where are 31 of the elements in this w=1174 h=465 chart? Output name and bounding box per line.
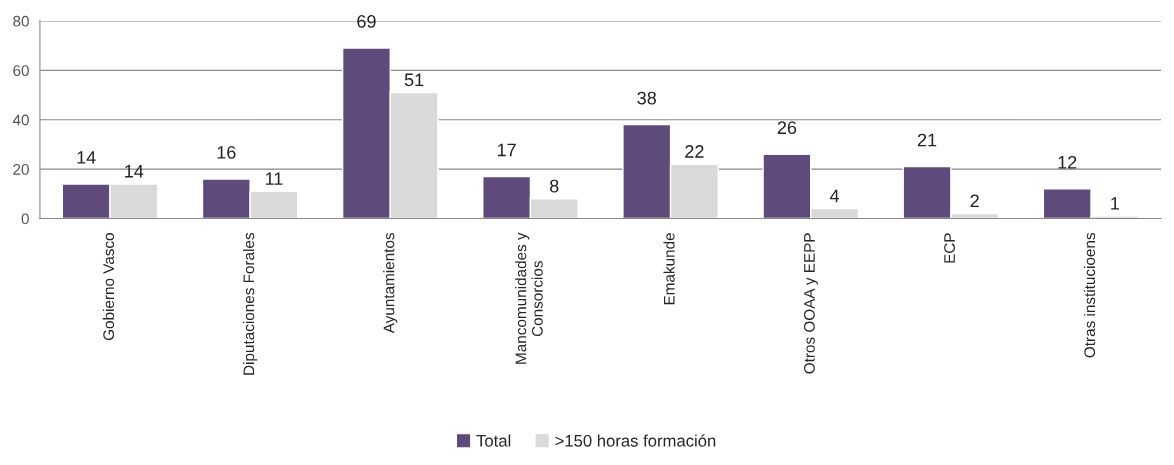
x-tick-label: Otros OOAA y EEPP <box>804 233 818 374</box>
legend-label: Total <box>476 434 511 447</box>
data-label: 4 <box>829 189 840 203</box>
data-label: 38 <box>637 91 657 105</box>
data-label: 8 <box>550 179 559 193</box>
y-tick-label: 80 <box>13 15 29 27</box>
y-tick-label: 0 <box>21 213 29 225</box>
legend-label: >150 horas formación <box>555 434 716 447</box>
data-label: 21 <box>917 133 937 147</box>
x-tick-label: Otras institucioens <box>1083 232 1096 358</box>
data-label: 11 <box>265 172 283 185</box>
data-label: 26 <box>777 121 797 135</box>
x-tick-label: Emakunde <box>663 233 675 305</box>
y-tick-label: 20 <box>13 164 29 175</box>
data-label: 17 <box>497 143 516 157</box>
x-tick-label: Diputaciones Forales <box>243 232 258 375</box>
data-label: 12 <box>1058 155 1077 169</box>
y-tick-label: 40 <box>12 114 29 126</box>
x-tick-label: Gobierno Vasco <box>102 233 115 341</box>
data-label: 51 <box>404 73 424 87</box>
data-label: 2 <box>970 194 979 208</box>
x-tick-label: Mancomunidades y Consorcios <box>515 232 543 364</box>
data-label: 16 <box>217 146 236 159</box>
data-label: 14 <box>125 165 144 178</box>
data-label: 1 <box>1111 197 1119 210</box>
data-label: 22 <box>685 145 704 158</box>
data-label: 14 <box>77 151 96 164</box>
data-label: 69 <box>357 15 376 28</box>
y-tick-label: 60 <box>13 65 29 77</box>
x-tick-label: Ayuntamientos <box>383 232 398 334</box>
x-tick-label: ECP <box>944 233 955 263</box>
